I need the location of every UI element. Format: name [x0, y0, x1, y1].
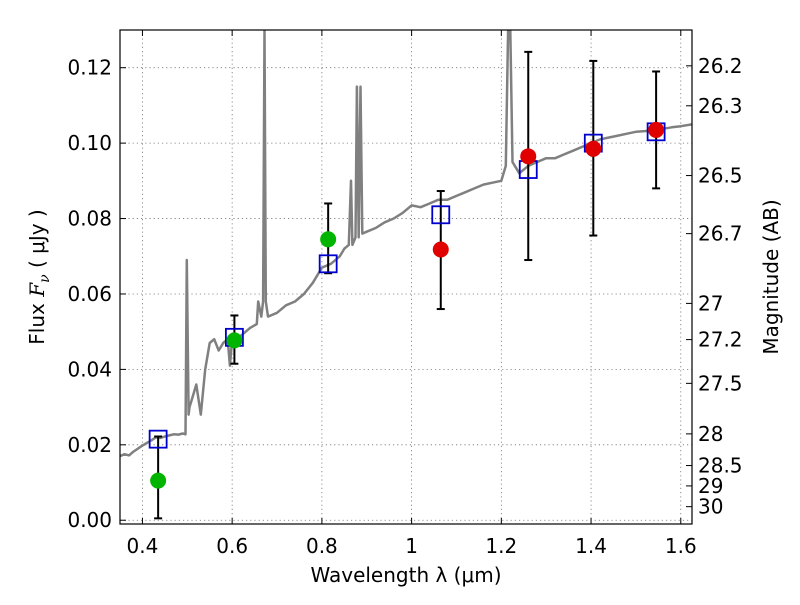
x-tick-label: 0.8: [306, 534, 338, 558]
y-tick-label: 0.00: [67, 508, 112, 532]
y-tick-label: 0.10: [67, 131, 112, 155]
y-axis-title-symbol: F: [25, 282, 49, 298]
y-axis-title-unit: ( μJy ): [25, 209, 49, 274]
right-tick-label: 27.5: [698, 371, 743, 395]
x-axis-title: Wavelength λ (μm): [310, 563, 501, 587]
photometry-square-marker: [431, 205, 451, 225]
x-tick-label: 1.2: [485, 534, 517, 558]
x-tick-label: 1.4: [575, 534, 607, 558]
photometry-square-marker: [318, 254, 338, 274]
right-tick-label: 26.2: [698, 54, 743, 78]
right-tick-label: 26.3: [698, 94, 743, 118]
x-tick-label: 1: [405, 534, 418, 558]
x-tick-label: 0.6: [216, 534, 248, 558]
y-tick-label: 0.02: [67, 433, 112, 457]
y-axis-title: Flux Fν ( μJy ): [25, 209, 53, 344]
right-tick-label: 26.5: [698, 164, 743, 188]
y-axis-title-flux: Flux: [25, 297, 49, 345]
y-tick-label: 0.12: [67, 56, 112, 80]
grid: [120, 30, 692, 524]
right-tick-label: 27: [698, 291, 723, 315]
red-flux-point: [648, 121, 665, 138]
green-flux-point: [320, 231, 337, 248]
y-axis-title-subscript: ν: [37, 274, 53, 283]
right-axis-title: Magnitude (AB): [759, 199, 783, 354]
x-tick-label: 0.4: [127, 534, 159, 558]
axes: 0.4 0.6 0.8 1 1.2 1.4 1.6 0.00 0.02 0.04 0.06 0.08 0…: [67, 29, 743, 558]
plot-area: [120, 30, 692, 520]
red-flux-point: [432, 241, 449, 258]
right-tick-label: 28.5: [698, 454, 743, 478]
right-tick-label: 28: [698, 422, 723, 446]
right-tick-label: 26.7: [698, 222, 743, 246]
red-flux-point: [585, 140, 602, 157]
plot-frame: [119, 29, 693, 525]
photometry-square-marker: [148, 429, 168, 449]
right-tick-label: 27.2: [698, 328, 743, 352]
y-tick-label: 0.08: [67, 207, 112, 231]
red-flux-point: [520, 148, 537, 165]
green-flux-point: [150, 472, 167, 489]
right-tick-label: 30: [698, 495, 723, 519]
y-tick-label: 0.04: [67, 357, 112, 381]
right-tick-label: 29: [698, 474, 723, 498]
y-tick-label: 0.06: [67, 282, 112, 306]
green-flux-point: [226, 332, 243, 349]
x-tick-label: 1.6: [665, 534, 697, 558]
spectrum-line: [120, 30, 692, 458]
